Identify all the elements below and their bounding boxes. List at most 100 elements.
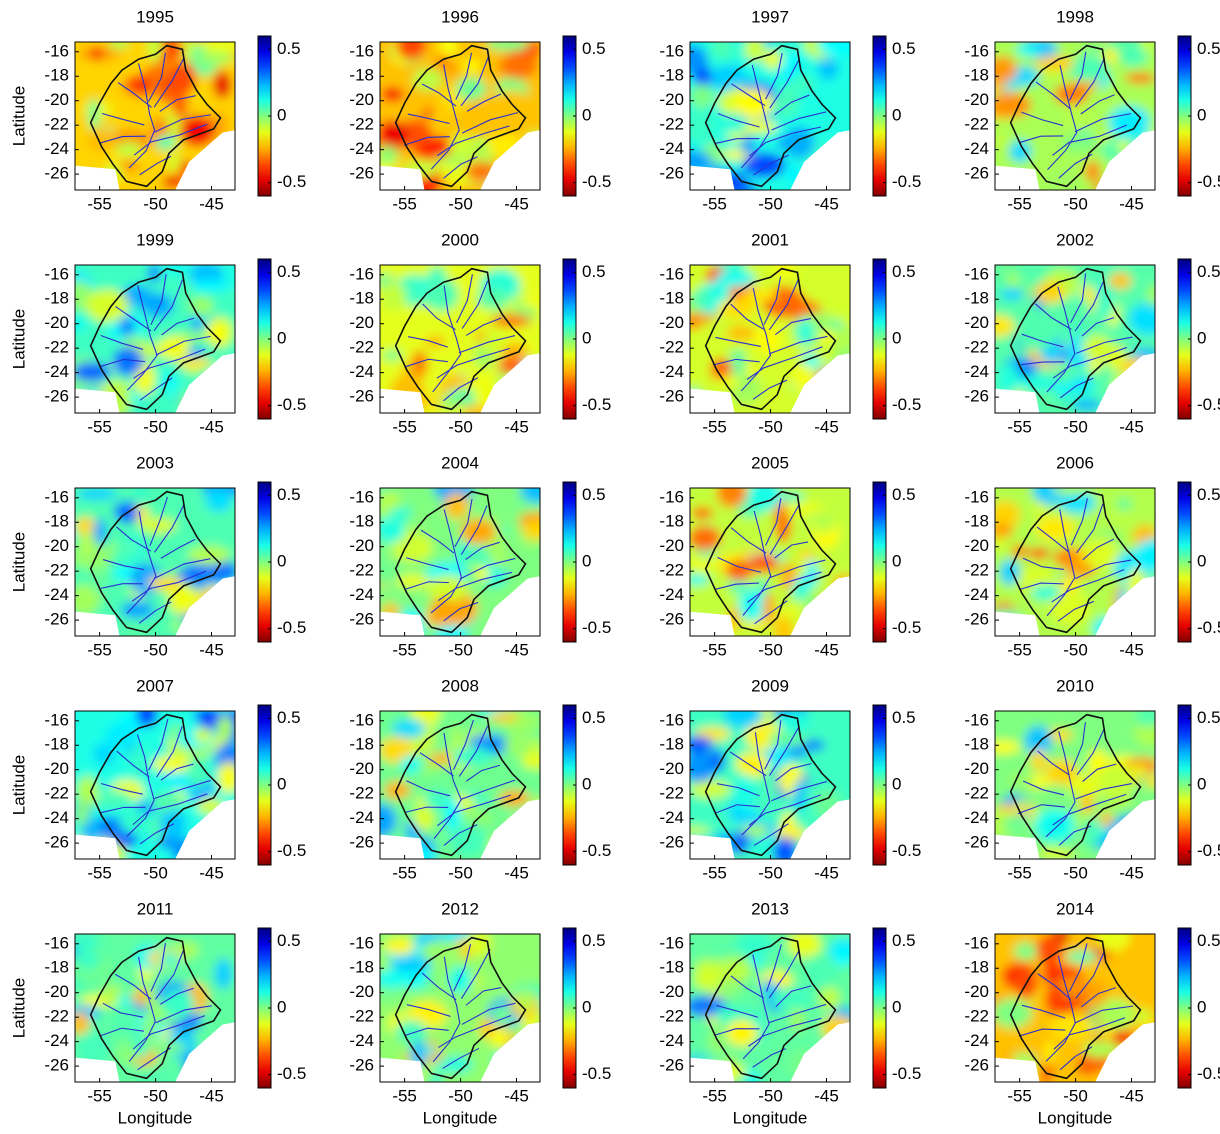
basin-outline [704,490,837,634]
y-tick-label: -18 [964,66,989,85]
river [768,1003,827,1024]
colorbar-tick-label: 0 [277,774,286,793]
river [1070,273,1087,324]
y-tick-label: -26 [349,1056,374,1075]
field-blob [140,292,174,318]
y-tick-label: -24 [659,585,684,604]
river [1058,153,1093,179]
field-blob [431,102,452,130]
river [730,527,767,554]
field-blob [711,42,731,56]
field [690,42,850,190]
river [1035,81,1071,110]
river [1081,987,1117,1008]
y-tick-label: -16 [44,710,69,729]
river [716,783,760,797]
field-blob [817,42,850,57]
field-blob [713,960,751,983]
river [1081,317,1115,337]
map-panel: 2009 -16 -18 -20 -22 -24 -26 -55 -50 -45 0.5 0 -0.5 [659,676,921,882]
river [138,601,172,624]
field-blob [435,154,474,166]
y-tick-label: -26 [659,833,684,852]
river [1052,346,1128,379]
field-blob [1059,491,1097,514]
field-blob [161,989,196,1018]
plot-frame [379,264,541,414]
field-blob [690,525,722,551]
river [115,305,152,332]
y-tick-label: -16 [659,264,684,283]
x-tick-label: -50 [448,863,473,882]
colorbar-tick-label: -0.5 [277,395,306,414]
field-blob [726,324,756,342]
y-tick-label: -18 [659,66,684,85]
field-blob [112,346,144,377]
basin-outline [394,713,527,857]
field-blob [169,61,197,95]
y-tick-label: -22 [44,561,69,580]
y-tick-label: -22 [659,338,684,357]
map-panel: 2012 -16 -18 -20 -22 -24 -26 -55 -50 -45 Longitude… [349,899,611,1127]
field-blob [740,824,769,837]
field-blob [995,129,1008,151]
y-tick-label: -20 [659,982,684,1001]
field-blob [1035,935,1065,964]
no-data [380,388,425,413]
river [774,318,812,336]
y-tick-label: -18 [44,66,69,85]
river [465,987,502,1006]
river [1018,1028,1066,1037]
x-tick-label: -45 [814,417,839,436]
field-blob [381,87,405,102]
y-tick-label: -22 [44,1007,69,1026]
field-blob [217,761,235,794]
river [432,285,462,393]
field-blob [733,774,758,808]
field-blob [380,969,412,989]
basin-outline [394,44,527,188]
field-blob [1097,998,1136,1031]
river [154,950,184,1000]
field-blob [1069,54,1110,82]
field-blob [117,535,131,569]
field-blob [1108,105,1151,140]
field-blob [411,68,444,92]
field-blob [995,740,1021,755]
x-tick-label: -50 [758,1086,783,1105]
colorbar-tick-label: -0.5 [1197,841,1220,860]
x-tick-label: -55 [87,194,112,213]
no-data [480,799,540,859]
river [769,559,826,579]
x-tick-label: -50 [758,194,783,213]
river [117,82,152,108]
river [1076,728,1105,776]
map-panel: 2008 -16 -18 -20 -22 -24 -26 -55 -50 -45 0.5 0 -0.5 [349,676,611,882]
basin-outline [1009,490,1142,634]
panel-title: 2006 [1056,453,1094,472]
field-blob [1097,764,1135,798]
field-blob [76,1032,111,1065]
basin-outline [704,713,837,857]
field-blob [93,518,108,546]
field-blob [731,830,750,854]
field-blob [173,91,188,120]
y-tick-label: -24 [964,1031,989,1050]
colorbar-tick-label: 0 [277,105,286,124]
plot-frame [379,487,541,637]
river [456,274,473,324]
river [403,136,450,146]
field-blob [491,313,532,328]
colorbar-tick-label: 0 [1197,774,1206,793]
field-blob [1014,317,1058,351]
y-tick-label: -18 [44,289,69,308]
field-blob [119,316,135,337]
y-tick-label: -16 [659,487,684,506]
river [126,285,158,391]
river [154,779,211,800]
y-tick-label: -24 [349,808,374,827]
field-blob [395,1020,428,1043]
river [1074,113,1132,133]
plot-frame [994,933,1156,1083]
colorbar-tick-label: 0.5 [1197,485,1220,504]
